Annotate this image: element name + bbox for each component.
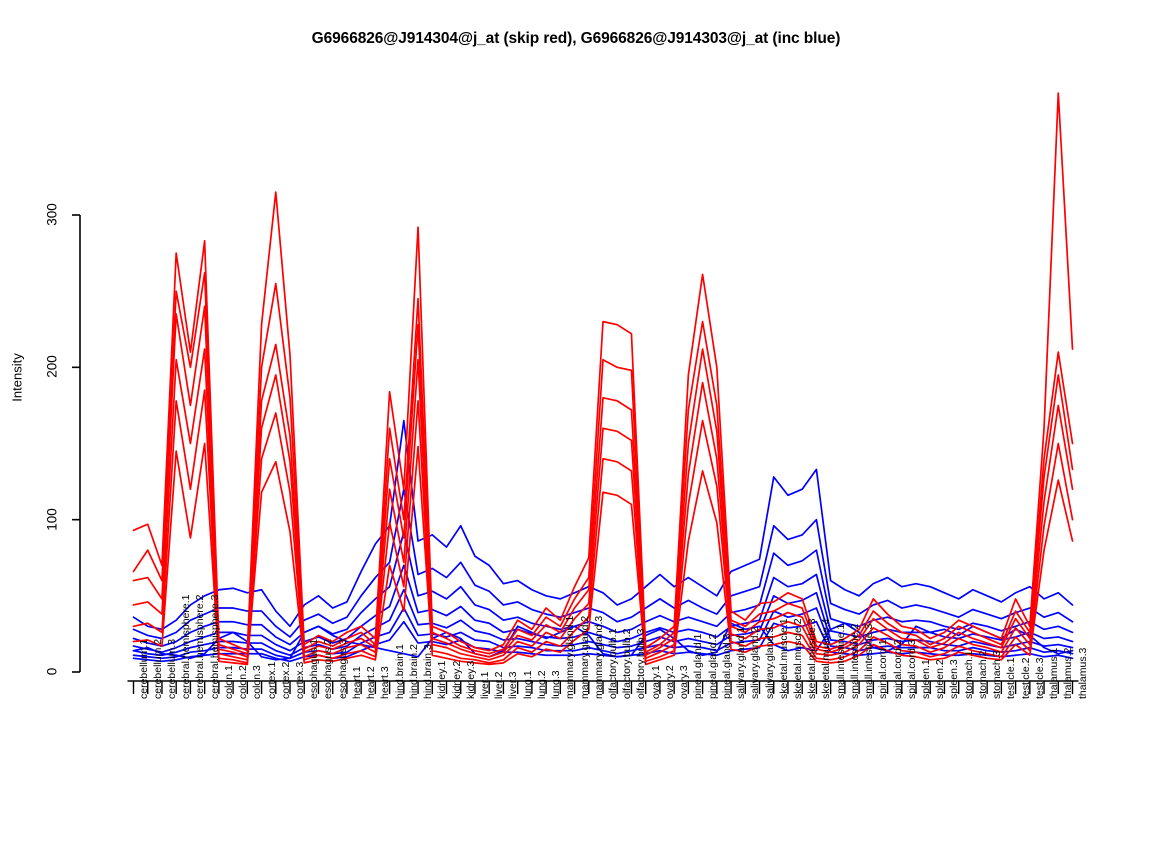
x-tick-label: kidney.2 <box>450 660 463 699</box>
x-tick-label: lung.2 <box>535 670 548 699</box>
x-tick-label: hind.brain.2 <box>407 644 420 699</box>
series-line <box>132 622 1074 661</box>
series-line <box>132 419 1074 631</box>
y-tick-label: 0 <box>44 667 60 676</box>
x-tick-label: heart.1 <box>350 666 363 699</box>
x-tick-label: pineal.gland.2 <box>706 633 719 699</box>
x-tick-label: mammary.gland.3 <box>592 615 605 699</box>
x-tick-label: salivary.gland.1 <box>735 626 748 699</box>
y-tick-label: 100 <box>44 507 60 531</box>
x-tick-label: small.intestine.2 <box>848 623 861 699</box>
x-tick-label: heart.3 <box>379 666 392 699</box>
x-tick-label: pineal.gland.3 <box>720 633 733 699</box>
x-tick-label: skeletal.muscle.4 <box>820 618 833 699</box>
series-line <box>132 272 1074 655</box>
series-line <box>132 488 1074 640</box>
x-tick-label: colon.2 <box>237 665 250 699</box>
x-tick-label: small.intestine.1 <box>834 623 847 699</box>
x-tick-label: mammary.gland.1 <box>564 615 577 699</box>
x-tick-label: ovary.3 <box>678 665 691 699</box>
x-tick-label: cerebellum.1 <box>137 638 150 699</box>
x-tick-label: salivary.gland.3 <box>763 626 776 699</box>
y-axis <box>72 214 81 673</box>
x-tick-label: testicle.2 <box>1019 657 1032 699</box>
x-tick-label: cerebellum.3 <box>165 638 178 699</box>
x-tick-label: cortex.2 <box>279 661 292 699</box>
x-tick-label: spinal.cord.1 <box>877 639 890 699</box>
x-tick-label: colon.3 <box>251 665 264 699</box>
x-tick-label: liver.2 <box>493 671 506 699</box>
x-tick-label: heart.2 <box>365 666 378 699</box>
x-tick-label: esophagus.3 <box>336 638 349 699</box>
x-tick-label: liver.1 <box>478 671 491 699</box>
x-tick-label: thalamus.1 <box>1048 647 1061 699</box>
x-tick-label: cerebral.hemisphere.1 <box>180 594 193 699</box>
x-tick-label: hind.brain.1 <box>393 644 406 699</box>
x-tick-label: thalamus.3 <box>1076 647 1089 699</box>
series-line <box>132 305 1074 658</box>
x-tick-label: kidney.1 <box>436 660 449 699</box>
page-title: G6966826@J914304@j_at (skip red), G69668… <box>311 30 841 47</box>
x-tick-label: stomach.2 <box>976 650 989 699</box>
series-lines <box>132 92 1074 666</box>
x-tick-label: olfactory.bulb.2 <box>621 628 634 699</box>
series-line <box>132 348 1074 661</box>
x-tick-label: kidney.3 <box>464 660 477 699</box>
y-tick-label: 300 <box>44 203 60 226</box>
series-line <box>132 442 1074 666</box>
x-tick-label: cerebral.hemisphere.2 <box>194 594 207 699</box>
x-tick-label: olfactory.bulb.1 <box>607 628 619 699</box>
x-tick-label: colon.1 <box>222 665 235 699</box>
x-tick-label: spinal.cord.3 <box>905 639 918 699</box>
x-tick-label: salivary.gland.2 <box>749 626 762 699</box>
x-tick-label: esophagus.1 <box>308 638 321 699</box>
x-tick-label: small.intestine.3 <box>863 623 876 699</box>
x-tick-label: testicle.1 <box>1005 657 1018 699</box>
x-tick-label: hind.brain.3 <box>422 644 435 699</box>
x-tick-label: spleen.3 <box>948 659 961 699</box>
x-tick-label: stomach.1 <box>962 650 975 699</box>
series-line <box>132 92 1074 652</box>
x-tick-label: skeletal.muscle.3 <box>806 618 819 699</box>
x-tick-label: spleen.1 <box>920 659 932 699</box>
x-tick-label: testicle.3 <box>1033 657 1046 699</box>
x-tick-label: lung.3 <box>550 670 563 699</box>
x-tick-label: mammary.gland.2 <box>578 615 591 699</box>
x-tick-label: thalamus.2 <box>1062 647 1075 699</box>
x-tick-label: skeletal.muscle.2 <box>791 618 804 699</box>
x-tick-label: olfactory.bulb.3 <box>635 628 648 699</box>
x-tick-label: esophagus.2 <box>322 638 335 699</box>
series-line <box>132 530 1074 647</box>
x-tick-label: skeletal.muscle.1 <box>777 618 790 699</box>
x-tick-label: lung.1 <box>521 670 534 699</box>
x-tick-label: ovary.2 <box>663 665 676 699</box>
x-tick-label: pineal.gland.1 <box>692 633 705 699</box>
x-axis <box>127 680 1079 694</box>
x-tick-label: spinal.cord.2 <box>891 639 904 699</box>
x-tick-label: cortex.1 <box>265 661 278 699</box>
x-tick-label: cerebellum.2 <box>151 638 164 699</box>
x-tick-label: liver.3 <box>507 671 520 699</box>
x-tick-label: stomach.3 <box>991 650 1004 699</box>
series-line <box>132 389 1074 664</box>
x-tick-label: cortex.3 <box>294 661 306 699</box>
x-tick-label: ovary.1 <box>649 665 662 699</box>
series-line <box>132 564 1074 654</box>
x-tick-label: spleen.2 <box>934 659 947 699</box>
y-tick-label: 200 <box>44 355 60 379</box>
x-tick-label: cerebral.hemisphere.3 <box>208 594 221 699</box>
